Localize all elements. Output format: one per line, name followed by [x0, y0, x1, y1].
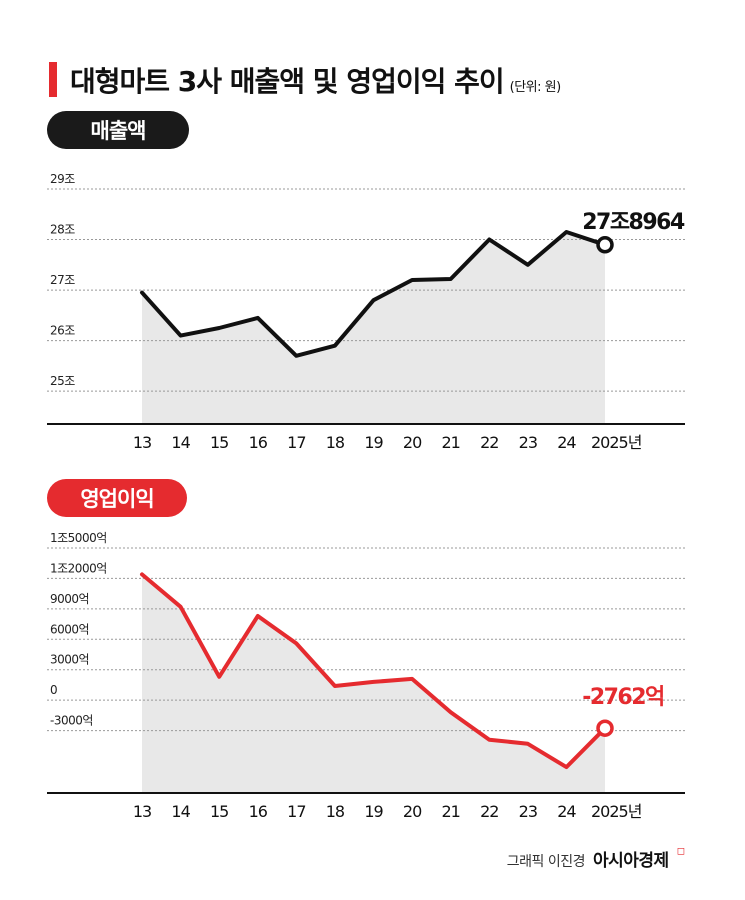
x-tick-label: 18: [326, 802, 345, 821]
x-tick-label: 18: [326, 433, 345, 452]
y-tick-label: 1조2000억: [50, 561, 107, 575]
end-value-label: -2762억: [582, 685, 664, 710]
end-value-label: 27조8964: [582, 210, 685, 235]
y-tick-label: 1조5000억: [50, 531, 107, 545]
x-tick-label: 22: [480, 433, 498, 452]
y-tick-label: 0: [50, 683, 57, 697]
y-tick-label: 25조: [50, 374, 75, 388]
y-tick-label: 3000억: [50, 653, 89, 667]
series-line: [140, 230, 607, 358]
x-tick-label: 2025년: [591, 433, 642, 452]
x-tick-label: 24: [557, 433, 576, 452]
x-tick-label: 20: [403, 433, 422, 452]
chart-title: 대형마트 3사 매출액 및 영업이익 추이 (단위: 원): [70, 60, 561, 100]
x-tick-label: 23: [519, 802, 537, 821]
x-tick-label: 24: [557, 802, 576, 821]
y-tick-label: 29조: [50, 172, 75, 186]
y-tick-label: 27조: [50, 273, 75, 287]
x-tick-label: 14: [171, 802, 190, 821]
x-tick-label: 21: [441, 433, 459, 452]
x-tick-label: 17: [287, 433, 305, 452]
x-tick-label: 19: [364, 433, 383, 452]
graphic-byline: 그래픽 이진경: [506, 854, 586, 870]
credit: 그래픽 이진경 아시아경제 ◻: [507, 846, 685, 871]
y-tick-label: 6000억: [50, 622, 89, 636]
x-tick-label: 17: [287, 802, 305, 821]
x-tick-label: 15: [210, 433, 228, 452]
unit-note: (단위: 원): [509, 80, 562, 95]
revenue-section-label: 매출액: [47, 111, 189, 149]
title-accent-bar: [49, 62, 57, 97]
y-tick-label: 26조: [50, 324, 75, 338]
x-tick-label: 16: [249, 433, 268, 452]
x-tick-label: 2025년: [591, 802, 642, 821]
brand-mark-icon: ◻: [676, 846, 685, 857]
x-tick-label: 13: [133, 802, 151, 821]
x-tick-label: 21: [441, 802, 459, 821]
x-tick-label: 14: [171, 433, 190, 452]
x-tick-label: 20: [403, 802, 422, 821]
x-tick-label: 16: [249, 802, 268, 821]
x-tick-label: 22: [480, 802, 498, 821]
x-tick-label: 23: [519, 433, 537, 452]
profit-section-label: 영업이익: [47, 479, 187, 517]
area-fill: [142, 232, 605, 424]
x-tick-label: 19: [364, 802, 383, 821]
series-line: [140, 572, 607, 770]
x-tick-label: 13: [133, 433, 151, 452]
x-tick-label: 15: [210, 802, 228, 821]
revenue-chart: 25조 26조 27조 28조 29조 27조8964 13 14 15 16 17 18 19 20 21…: [47, 172, 686, 452]
end-point-marker: [596, 719, 614, 737]
chart-title-text: 대형마트 3사 매출액 및 영업이익 추이: [70, 65, 505, 98]
end-point-marker: [596, 236, 614, 254]
y-tick-label: 9000억: [50, 592, 89, 606]
brand-logo-text: 아시아경제: [592, 851, 669, 871]
y-tick-label: -3000억: [50, 714, 93, 728]
y-tick-label: 28조: [50, 223, 75, 237]
